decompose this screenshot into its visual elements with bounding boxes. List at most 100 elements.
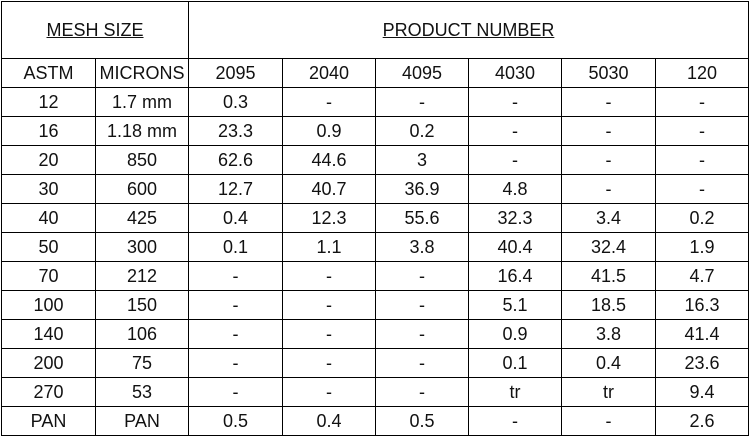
cell: 3 (375, 145, 470, 175)
group-header-cell: PRODUCT NUMBER (188, 1, 750, 59)
cell: 150 (94, 290, 190, 320)
cell: 9.4 (655, 377, 750, 407)
cell: 4.7 (655, 261, 750, 291)
cell: 3.8 (561, 319, 657, 349)
cell: tr (468, 377, 563, 407)
cell: 140 (1, 319, 96, 349)
cell: - (561, 87, 657, 117)
cell: 270 (1, 377, 96, 407)
cell: 300 (94, 232, 190, 262)
cell: 2.6 (655, 406, 750, 436)
cell: 0.5 (188, 406, 284, 436)
cell: - (561, 145, 657, 175)
cell: 18.5 (561, 290, 657, 320)
data-row: 16 1.18 mm 23.3 0.9 0.2- - - (1, 116, 750, 146)
cell: 1.1 (282, 232, 377, 262)
cell: 0.1 (188, 232, 284, 262)
cell: 70 (1, 261, 96, 291)
data-row: 20 850 62.6 44.6 3- - - (1, 145, 750, 175)
cell: 12 (1, 87, 96, 117)
cell: 106 (94, 319, 190, 349)
cell: - (282, 377, 377, 407)
cell: - (375, 377, 470, 407)
data-row: 200 75- - -0.1 0.4 23.6 (1, 348, 750, 378)
cell: - (375, 319, 470, 349)
data-row: PAN PAN 0.5 0.4 0.5- -2.6 (1, 406, 750, 436)
cell: 53 (94, 377, 190, 407)
cell: 36.9 (375, 174, 470, 204)
cell: - (375, 261, 470, 291)
cell: 32.4 (561, 232, 657, 262)
cell: 600 (94, 174, 190, 204)
cell: 1.9 (655, 232, 750, 262)
cell: - (188, 261, 284, 291)
cell: - (188, 290, 284, 320)
cell: - (282, 348, 377, 378)
cell: 32.3 (468, 203, 563, 233)
cell: 0.3 (188, 87, 284, 117)
cell: tr (561, 377, 657, 407)
cell: 0.2 (375, 116, 470, 146)
cell: - (282, 319, 377, 349)
cell: - (468, 145, 563, 175)
cell: 0.4 (561, 348, 657, 378)
cell: 30 (1, 174, 96, 204)
column-header-row: ASTM MICRONS 2095 2040 4095 4030 5030 120 (1, 58, 750, 88)
column-header: 4030 (468, 58, 563, 88)
cell: 16.4 (468, 261, 563, 291)
cell: 55.6 (375, 203, 470, 233)
cell: - (468, 406, 563, 436)
data-row: 100 150- - -5.1 18.5 16.3 (1, 290, 750, 320)
cell: - (375, 290, 470, 320)
cell: 23.3 (188, 116, 284, 146)
cell: 16 (1, 116, 96, 146)
column-header: 2040 (282, 58, 377, 88)
cell: 1.18 mm (94, 116, 190, 146)
cell: 75 (94, 348, 190, 378)
cell: 1.7 mm (94, 87, 190, 117)
cell: 12.3 (282, 203, 377, 233)
cell: PAN (1, 406, 96, 436)
group-header: MESH SIZE (46, 19, 144, 40)
cell: - (561, 174, 657, 204)
cell: 100 (1, 290, 96, 320)
column-header: 5030 (561, 58, 657, 88)
cell: 0.4 (282, 406, 377, 436)
cell: 16.3 (655, 290, 750, 320)
cell: - (188, 377, 284, 407)
cell: - (561, 406, 657, 436)
cell: 3.8 (375, 232, 470, 262)
cell: 0.1 (468, 348, 563, 378)
cell: 0.2 (655, 203, 750, 233)
data-row: 50 300 0.1 1.1 3.8 40.4 32.4 1.9 (1, 232, 750, 262)
cell: - (655, 145, 750, 175)
column-header: MICRONS (94, 58, 190, 88)
cell: 62.6 (188, 145, 284, 175)
cell: 41.4 (655, 319, 750, 349)
group-header-row: MESH SIZE PRODUCT NUMBER (0, 1, 750, 59)
data-row: 30 600 12.7 40.7 36.9 4.8- - (1, 174, 750, 204)
column-header: 4095 (375, 58, 470, 88)
cell: 40.7 (282, 174, 377, 204)
cell: 40.4 (468, 232, 563, 262)
data-row: 70 212- - -16.4 41.5 4.7 (1, 261, 750, 291)
cell: - (375, 87, 470, 117)
data-row: 140 106- - -0.9 3.8 41.4 (1, 319, 750, 349)
cell: - (188, 348, 284, 378)
cell: - (375, 348, 470, 378)
cell: - (655, 87, 750, 117)
cell: - (655, 116, 750, 146)
cell: 0.5 (375, 406, 470, 436)
cell: 425 (94, 203, 190, 233)
cell: - (188, 319, 284, 349)
cell: 50 (1, 232, 96, 262)
cell: - (468, 116, 563, 146)
cell: - (282, 290, 377, 320)
cell: 4.8 (468, 174, 563, 204)
cell: 850 (94, 145, 190, 175)
column-header: 2095 (188, 58, 284, 88)
column-header: 120 (655, 58, 750, 88)
cell: 3.4 (561, 203, 657, 233)
